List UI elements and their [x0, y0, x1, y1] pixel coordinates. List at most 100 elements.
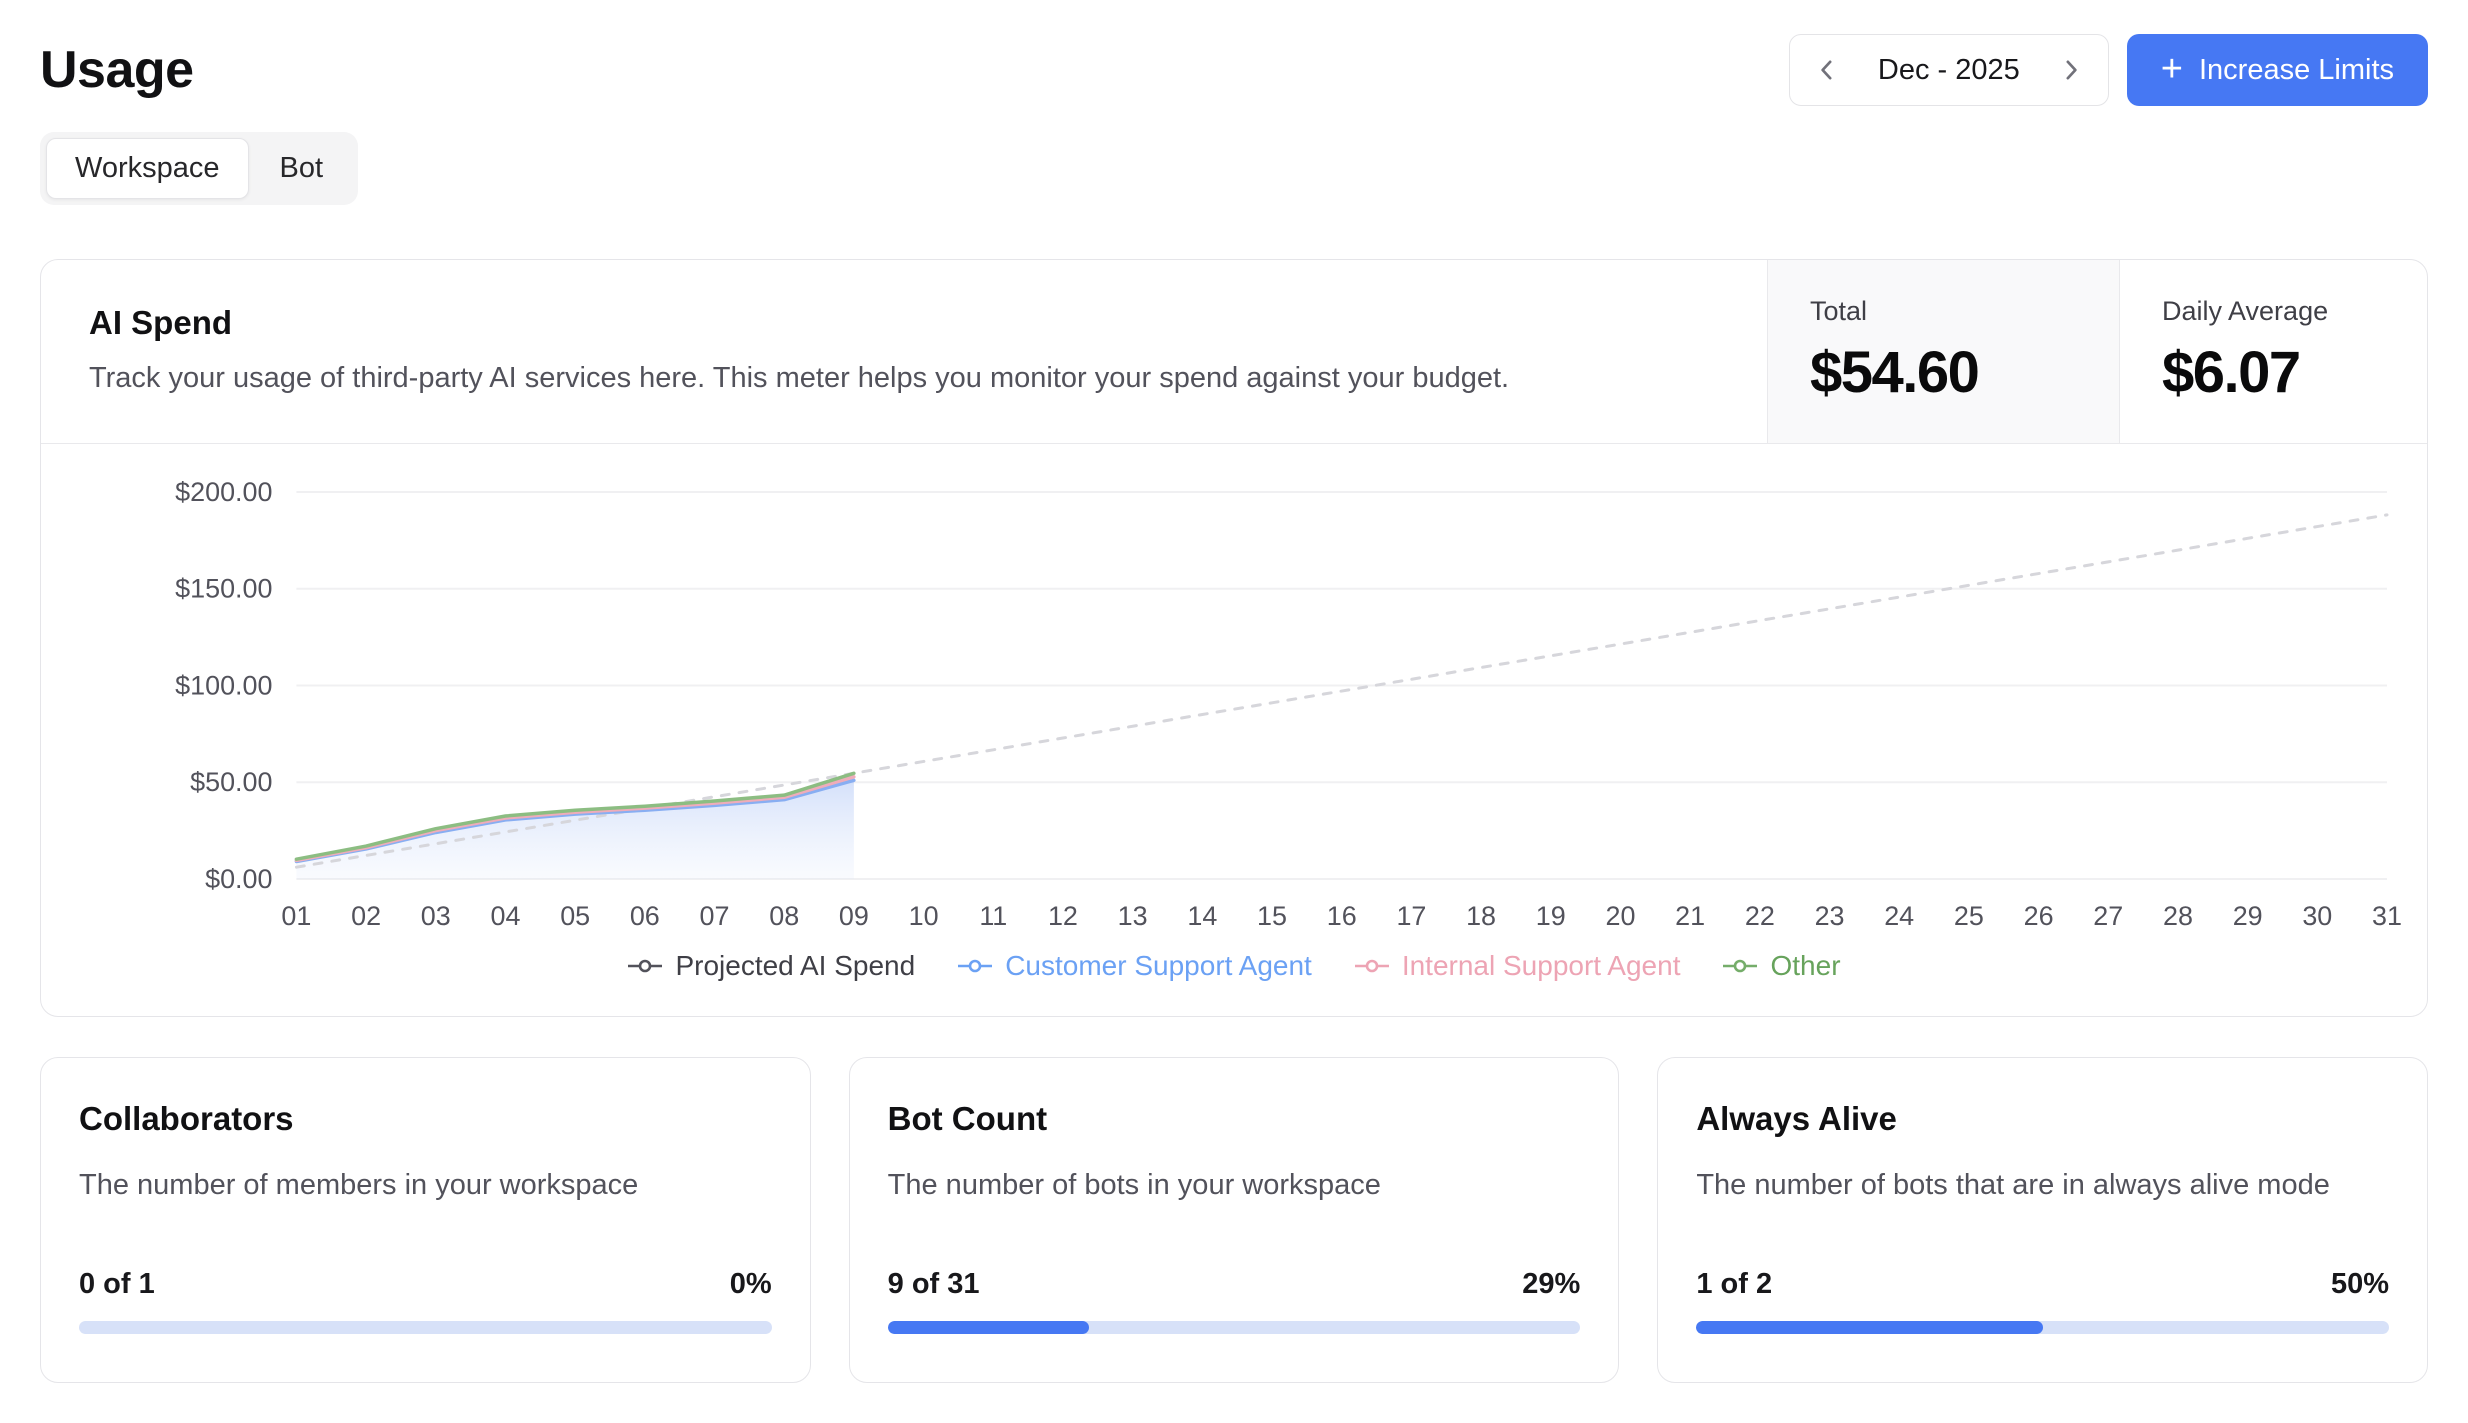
svg-text:25: 25 [1954, 900, 1984, 930]
svg-text:30: 30 [2302, 900, 2332, 930]
plus-icon: + [2160, 47, 2183, 90]
chart-legend: Projected AI Spend Customer Support Agent… [67, 950, 2401, 994]
svg-text:24: 24 [1884, 900, 1914, 930]
legend-item[interactable]: Other [1722, 950, 1841, 982]
chevron-right-icon [2066, 60, 2077, 80]
collaborators-card: Collaborators The number of members in y… [40, 1057, 811, 1383]
svg-text:$0.00: $0.00 [205, 864, 272, 894]
svg-text:18: 18 [1466, 900, 1496, 930]
svg-text:13: 13 [1118, 900, 1148, 930]
always-alive-title: Always Alive [1696, 1100, 1897, 1138]
chevron-left-icon [1821, 60, 1832, 80]
metric-cards-row: Collaborators The number of members in y… [40, 1057, 2428, 1383]
svg-text:$200.00: $200.00 [175, 477, 272, 507]
next-month-button[interactable] [2042, 41, 2100, 99]
always-alive-progress [1696, 1320, 2389, 1334]
always-alive-values: 1 of 2 50% [1696, 1268, 2389, 1301]
svg-text:20: 20 [1606, 900, 1636, 930]
svg-text:$50.00: $50.00 [190, 767, 272, 797]
total-value: $54.60 [1810, 340, 1980, 405]
ai-spend-chart-area: $0.00 $50.00 $100.00 $150.00 $200.00 01 02 03 04… [41, 444, 2427, 1017]
svg-text:16: 16 [1327, 900, 1357, 930]
daily-average-label: Daily Average [2162, 296, 2329, 326]
daily-average-value: $6.07 [2162, 340, 2301, 405]
legend-item[interactable]: Internal Support Agent [1354, 950, 1681, 982]
total-stat: Total $54.60 [1767, 260, 2119, 443]
tab-bot[interactable]: Bot [251, 138, 353, 199]
ai-spend-description: Track your usage of third-party AI servi… [89, 362, 1510, 394]
legend-line-icon [1354, 960, 1389, 973]
svg-text:26: 26 [2024, 900, 2054, 930]
svg-text:15: 15 [1257, 900, 1287, 930]
svg-text:$150.00: $150.00 [175, 573, 272, 603]
ai-spend-header: AI Spend Track your usage of third-party… [41, 260, 2427, 444]
bot-count-count: 9 of 31 [887, 1267, 980, 1300]
legend-label: Internal Support Agent [1401, 950, 1681, 982]
always-alive-description: The number of bots that are in always al… [1696, 1169, 2330, 1202]
legend-label: Projected AI Spend [675, 950, 916, 982]
svg-text:17: 17 [1396, 900, 1426, 930]
svg-text:12: 12 [1048, 900, 1078, 930]
svg-text:03: 03 [421, 900, 451, 930]
bot-count-values: 9 of 31 29% [888, 1268, 1581, 1301]
increase-limits-button[interactable]: + Increase Limits [2126, 34, 2428, 106]
collaborators-count: 0 of 1 [79, 1267, 155, 1300]
svg-text:04: 04 [491, 900, 521, 930]
svg-text:27: 27 [2093, 900, 2123, 930]
ai-spend-chart: $0.00 $50.00 $100.00 $150.00 $200.00 01 02 03 04… [175, 477, 2401, 931]
svg-text:10: 10 [909, 900, 939, 930]
ai-spend-card: AI Spend Track your usage of third-party… [40, 259, 2428, 1018]
svg-text:06: 06 [630, 900, 660, 930]
svg-text:07: 07 [700, 900, 730, 930]
collaborators-values: 0 of 1 0% [79, 1268, 772, 1301]
legend-line-icon [628, 960, 663, 973]
bot-count-progress [887, 1320, 1581, 1334]
legend-label: Customer Support Agent [1005, 950, 1312, 982]
legend-label: Other [1770, 950, 1841, 982]
always-alive-count: 1 of 2 [1696, 1267, 1773, 1300]
legend-line-icon [958, 960, 993, 973]
date-label: Dec - 2025 [1877, 53, 2020, 86]
increase-limits-label: Increase Limits [2198, 53, 2394, 86]
ai-spend-title: AI Spend [89, 304, 233, 341]
bot-count-progress-fill [887, 1320, 1089, 1334]
tab-workspace[interactable]: Workspace [46, 138, 249, 199]
topbar: Usage Dec - 2025 + Increase Limits [40, 34, 2428, 106]
legend-item[interactable]: Projected AI Spend [627, 950, 915, 982]
always-alive-percent: 50% [2330, 1267, 2389, 1300]
svg-text:02: 02 [351, 900, 381, 930]
page-title: Usage [40, 41, 194, 99]
svg-text:28: 28 [2163, 900, 2193, 930]
total-label: Total [1810, 296, 1868, 326]
collaborators-percent: 0% [729, 1267, 772, 1300]
svg-text:09: 09 [839, 900, 869, 930]
ai-spend-info: AI Spend Track your usage of third-party… [41, 260, 1767, 443]
date-nav: Dec - 2025 [1788, 34, 2109, 106]
collaborators-description: The number of members in your workspace [79, 1169, 639, 1202]
bot-count-description: The number of bots in your workspace [887, 1169, 1381, 1202]
svg-text:22: 22 [1745, 900, 1775, 930]
collaborators-title: Collaborators [79, 1100, 294, 1138]
always-alive-card: Always Alive The number of bots that are… [1657, 1057, 2428, 1383]
svg-text:14: 14 [1187, 900, 1217, 930]
always-alive-progress-fill [1696, 1320, 2043, 1334]
collaborators-progress [79, 1320, 772, 1334]
prev-month-button[interactable] [1798, 41, 1856, 99]
svg-text:31: 31 [2372, 900, 2401, 930]
svg-text:$100.00: $100.00 [175, 670, 272, 700]
bot-count-percent: 29% [1522, 1267, 1581, 1300]
svg-text:19: 19 [1536, 900, 1566, 930]
bot-count-title: Bot Count [887, 1100, 1048, 1138]
svg-text:21: 21 [1675, 900, 1705, 930]
bot-count-card: Bot Count The number of bots in your wor… [848, 1057, 1620, 1383]
legend-item[interactable]: Customer Support Agent [957, 950, 1312, 982]
svg-text:11: 11 [979, 900, 1007, 930]
svg-text:23: 23 [1815, 900, 1845, 930]
svg-text:08: 08 [769, 900, 799, 930]
daily-average-stat: Daily Average $6.07 [2119, 260, 2427, 443]
svg-text:05: 05 [560, 900, 590, 930]
svg-text:01: 01 [281, 900, 311, 930]
topbar-actions: Dec - 2025 + Increase Limits [1788, 34, 2428, 106]
svg-text:29: 29 [2233, 900, 2263, 930]
